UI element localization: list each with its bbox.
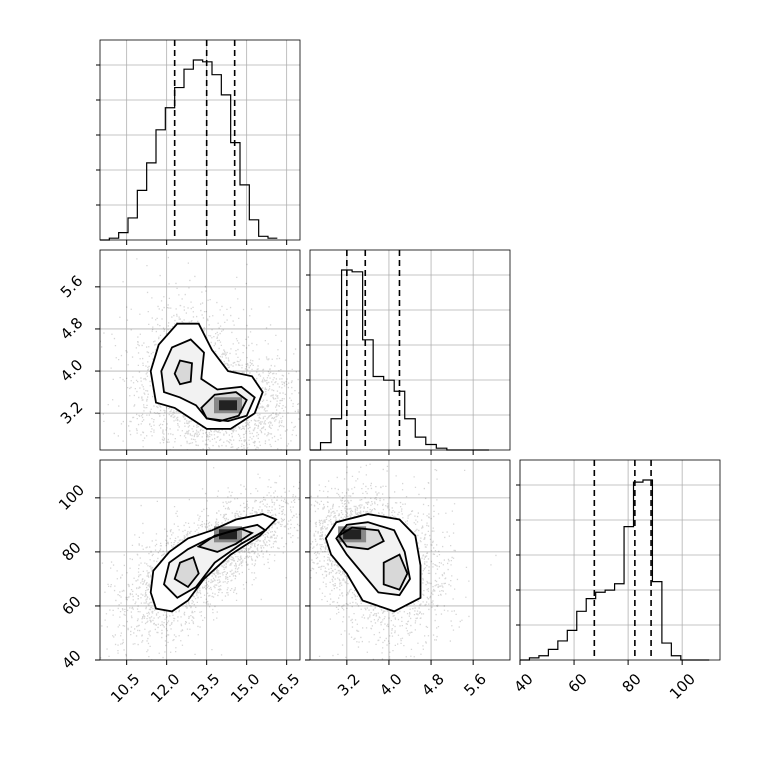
contour-line	[335, 521, 411, 597]
hist-panel-0	[96, 39, 301, 241]
contour-line	[163, 523, 268, 599]
x-tick-label: 12.0	[147, 670, 183, 706]
contour-line	[324, 513, 422, 613]
contour-line	[382, 553, 409, 591]
contour-line	[173, 359, 193, 386]
x-tick-label: 4.8	[418, 670, 448, 700]
density-peak	[219, 400, 237, 411]
x-tick-label: 5.6	[460, 670, 490, 700]
panel-frame	[309, 249, 511, 451]
scatter-samples	[100, 467, 300, 660]
scatter-panel-1-2	[309, 459, 511, 661]
hist-panel-2	[516, 459, 721, 661]
panel-frame	[309, 459, 511, 661]
x-tick-label: 10.5	[107, 670, 143, 706]
x-tick-label: 40	[511, 670, 537, 696]
scatter-panel-0-1	[99, 249, 301, 451]
contour-line	[173, 556, 200, 589]
x-tick-label: 100	[666, 670, 699, 703]
panel-frame	[519, 459, 721, 661]
y-tick-label: 3.2	[57, 398, 87, 428]
density-region-inner	[174, 360, 192, 385]
density-peak	[343, 529, 362, 540]
contour-line	[200, 391, 248, 423]
panel-frame	[99, 459, 301, 661]
contour-line	[337, 526, 385, 551]
x-tick-label: 80	[619, 670, 645, 696]
contour-line	[149, 322, 264, 430]
density-peak	[219, 529, 237, 540]
x-tick-label: 4.0	[376, 670, 406, 700]
density-region-inner	[174, 557, 199, 587]
panel-frame	[99, 39, 301, 241]
contour-line	[160, 338, 256, 423]
y-tick-label: 5.6	[57, 272, 87, 302]
y-tick-label: 60	[59, 592, 85, 618]
panel-frame	[99, 249, 301, 451]
contour-line	[149, 513, 278, 613]
y-tick-label: 40	[59, 647, 85, 673]
x-tick-label: 15.0	[227, 670, 263, 706]
x-tick-label: 60	[565, 670, 591, 696]
x-tick-label: 16.5	[267, 670, 303, 706]
histogram-0	[100, 59, 278, 241]
x-tick-label: 3.2	[334, 670, 364, 700]
contour-line	[196, 527, 254, 553]
y-tick-label: 4.0	[57, 356, 87, 386]
hist-panel-1	[306, 249, 511, 451]
y-tick-label: 4.8	[57, 314, 87, 344]
y-tick-label: 100	[55, 481, 88, 514]
x-tick-label: 13.5	[187, 670, 223, 706]
histogram-2	[520, 479, 710, 661]
density-region-inner	[383, 554, 408, 590]
histogram-1	[310, 269, 489, 451]
y-tick-label: 80	[59, 538, 85, 564]
scatter-panel-0-2	[99, 459, 301, 661]
